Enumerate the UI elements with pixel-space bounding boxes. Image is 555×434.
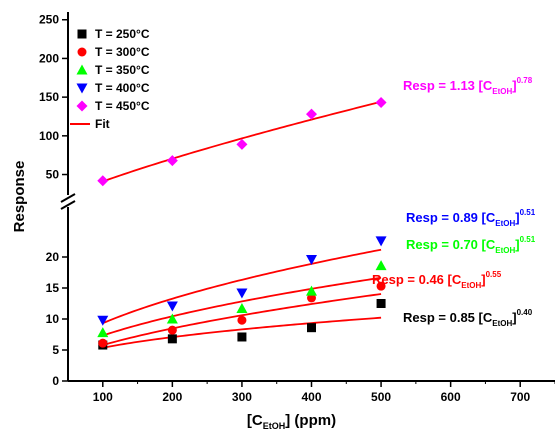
data-point — [236, 138, 248, 150]
data-point — [166, 301, 178, 312]
x-axis-label: [CEtOH] (ppm) — [247, 412, 336, 431]
axes: 100 200 300 400 500 600 700 0 5 10 15 20 50 100 150 200… — [11, 12, 555, 431]
data-point — [166, 155, 178, 167]
y-tick-label: 15 — [46, 281, 60, 295]
fit-annotation: Resp = 0.46 [CEtOH]0.55 — [372, 270, 502, 290]
data-points — [97, 97, 387, 350]
data-point — [306, 108, 317, 120]
legend-label: T = 250°C — [95, 27, 150, 41]
data-point — [166, 313, 178, 324]
legend-label: T = 350°C — [95, 63, 150, 77]
x-tick-label: 300 — [232, 390, 252, 404]
y-tick-label: 50 — [46, 168, 60, 182]
legend-marker — [76, 64, 88, 75]
legend-label: Fit — [95, 117, 110, 131]
fit-curve — [102, 100, 382, 183]
x-tick-label: 200 — [162, 390, 182, 404]
x-tick-label: 600 — [441, 390, 461, 404]
data-point — [375, 97, 387, 109]
fit-annotations: Resp = 0.85 [CEtOH]0.40 Resp = 0.46 [CEtO… — [372, 76, 536, 328]
fit-curve — [102, 293, 382, 346]
data-point — [306, 254, 317, 265]
data-point — [236, 302, 248, 313]
data-point — [97, 175, 109, 187]
y-axis-label: Response — [11, 161, 28, 233]
data-point — [167, 334, 177, 344]
data-point — [237, 315, 247, 325]
fit-curve — [102, 276, 382, 337]
legend: T = 250°C T = 300°C T = 350°C T = 400°C T = … — [70, 27, 150, 131]
fit-annotation: Resp = 0.70 [CEtOH]0.51 — [406, 235, 536, 255]
y-tick-label: 100 — [39, 129, 59, 143]
y-tick-label: 10 — [46, 312, 60, 326]
data-point — [375, 236, 387, 247]
data-point — [376, 299, 386, 308]
data-point — [236, 288, 248, 299]
data-point — [307, 323, 316, 333]
fit-curve — [102, 248, 382, 325]
x-tick-label: 100 — [93, 390, 113, 404]
legend-marker — [76, 100, 88, 112]
y-tick-label: 20 — [46, 250, 60, 264]
legend-label: T = 300°C — [95, 45, 150, 59]
fit-curves — [102, 100, 382, 349]
data-point — [97, 327, 109, 338]
x-tick-label: 700 — [510, 390, 530, 404]
fit-annotation: Resp = 0.85 [CEtOH]0.40 — [403, 308, 533, 328]
legend-marker — [76, 83, 88, 94]
fit-annotation: Resp = 0.89 [CEtOH]0.51 — [406, 208, 536, 228]
x-tick-label: 400 — [301, 390, 321, 404]
data-point — [376, 281, 386, 291]
data-point — [98, 338, 108, 348]
y-tick-label: 250 — [39, 13, 59, 27]
legend-marker — [77, 29, 87, 39]
y-tick-label: 5 — [52, 343, 59, 357]
data-point — [375, 260, 387, 271]
data-point — [307, 293, 316, 303]
fit-annotation: Resp = 1.13 [CEtOH]0.78 — [403, 76, 533, 96]
fit-curve — [102, 316, 382, 349]
data-point — [167, 325, 177, 335]
y-tick-label: 200 — [39, 51, 59, 65]
data-point — [306, 285, 317, 296]
x-tick-label: 500 — [371, 390, 391, 404]
axis-break-mark — [60, 193, 76, 203]
legend-label: T = 450°C — [95, 99, 150, 113]
legend-label: T = 400°C — [95, 81, 150, 95]
y-tick-label: 0 — [52, 374, 59, 388]
data-point — [97, 315, 109, 326]
y-tick-label: 150 — [39, 90, 59, 104]
legend-marker — [77, 47, 87, 57]
axis-break-mark — [60, 200, 76, 210]
data-point — [237, 332, 247, 342]
